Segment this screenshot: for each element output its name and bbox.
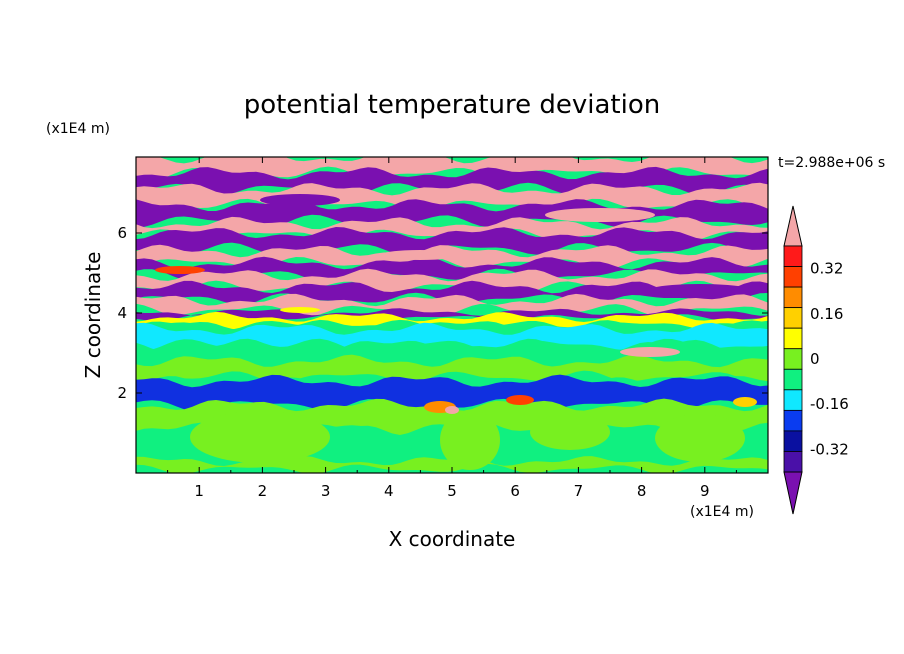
lower-blob [440, 410, 500, 470]
plot-area [136, 157, 768, 473]
contour-band [136, 311, 768, 330]
warm-anomaly [545, 208, 655, 222]
x-tick-label: 2 [258, 482, 268, 500]
colorbar-tick-label: 0 [810, 350, 820, 368]
colorbar-level [783, 286, 803, 309]
colorbar-level [783, 327, 803, 350]
warm-anomaly [280, 307, 320, 313]
colorbar-level [783, 266, 803, 288]
warm-anomaly [445, 406, 459, 414]
x-tick-label: 4 [384, 482, 394, 500]
colorbar-top-triangle [783, 205, 803, 247]
warm-anomaly [155, 266, 205, 274]
x-unit-label: (x1E4 m) [690, 504, 754, 520]
colorbar-tick-label: -0.16 [810, 395, 849, 413]
contour-bands [136, 157, 768, 473]
contour-band [136, 280, 768, 306]
x-axis: 1 2 3 4 5 6 7 8 9 [167, 157, 737, 500]
y-axis-label: Z coordinate [81, 252, 105, 379]
lower-blob [530, 414, 610, 450]
warm-anomaly [506, 395, 534, 405]
colorbar-level [783, 348, 803, 370]
contour-band [136, 374, 768, 412]
colorbar-tick-label: 0.32 [810, 260, 843, 278]
colorbar-tick-label: -0.32 [810, 440, 849, 458]
y-tick-label: 6 [117, 224, 127, 242]
colorbar-bottom-triangle [783, 471, 803, 515]
colorbar-level [783, 307, 803, 329]
x-tick-label: 6 [510, 482, 520, 500]
colorbar-level [783, 368, 803, 391]
colorbar-level [783, 451, 803, 473]
x-tick-label: 7 [574, 482, 584, 500]
y-tick-label: 2 [117, 384, 127, 402]
x-tick-label: 9 [700, 482, 710, 500]
cold-anomaly [260, 194, 340, 206]
x-tick-label: 8 [637, 482, 647, 500]
contour-band [136, 354, 768, 384]
x-tick-label: 3 [321, 482, 331, 500]
colorbar: 0.32 0.16 0 -0.16 -0.32 [783, 205, 849, 515]
contour-features [155, 194, 757, 470]
y-unit-label: (x1E4 m) [46, 121, 110, 137]
contour-band [136, 456, 768, 473]
warm-anomaly [620, 347, 680, 357]
y-axis: 2 4 6 [117, 224, 768, 402]
colorbar-level [783, 409, 803, 432]
y-tick-label: 4 [117, 304, 127, 322]
colorbar-level [783, 430, 803, 452]
contour-band [136, 338, 768, 368]
lower-blob [190, 411, 330, 463]
contour-band [136, 256, 768, 282]
colorbar-level [783, 389, 803, 411]
contour-band [136, 216, 768, 242]
lower-blob [655, 414, 745, 462]
warm-anomaly [380, 250, 460, 260]
chart-title: potential temperature deviation [244, 90, 660, 120]
x-tick-label: 5 [447, 482, 457, 500]
x-axis-label: X coordinate [389, 527, 516, 551]
colorbar-tick-label: 0.16 [810, 305, 843, 323]
cold-anomaly [650, 284, 750, 296]
x-tick-label: 1 [194, 482, 204, 500]
warm-anomaly [733, 397, 757, 407]
contour-band [136, 322, 768, 352]
colorbar-level [783, 245, 803, 267]
contour-band [136, 157, 768, 180]
time-label: t=2.988e+06 s [778, 155, 885, 171]
